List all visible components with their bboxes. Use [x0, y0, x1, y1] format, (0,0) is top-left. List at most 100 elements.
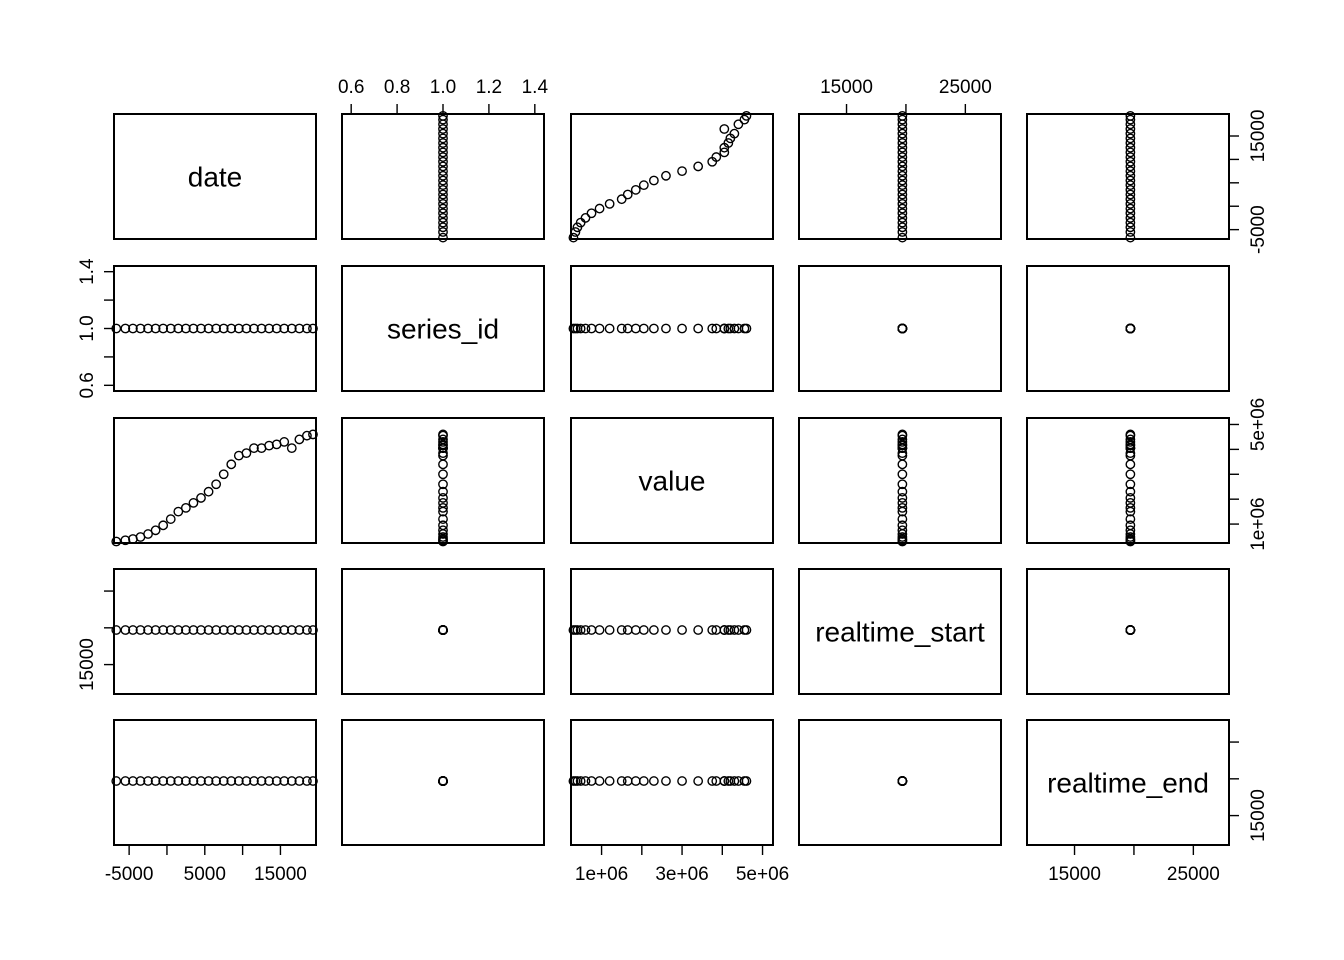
point-date-vs-realtime_start	[897, 138, 908, 148]
tick-label-top: 0.8	[384, 77, 410, 98]
point-value-vs-date	[241, 448, 252, 459]
point-realtime_start-vs-date	[128, 625, 138, 635]
point-value-vs-date	[308, 429, 318, 440]
point-date-vs-realtime_end	[1125, 110, 1136, 121]
point-realtime_end-vs-date	[226, 776, 237, 786]
point-realtime_end-vs-date	[279, 776, 290, 786]
point-value-vs-realtime_start	[897, 520, 908, 531]
point-realtime_end-vs-value	[575, 776, 586, 786]
point-date-vs-realtime_start	[897, 161, 908, 172]
point-realtime_end-vs-date	[120, 776, 131, 786]
point-realtime_end-vs-value	[648, 776, 659, 786]
point-series_id-vs-date	[226, 323, 237, 334]
tick-label-right: 15000	[1248, 789, 1269, 842]
point-date-vs-series_id	[438, 213, 448, 223]
point-series_id-vs-value	[604, 323, 615, 334]
point-series_id-vs-value	[661, 323, 671, 334]
point-series_id-vs-date	[271, 323, 282, 334]
point-realtime_start-vs-value	[741, 625, 752, 635]
point-value-vs-realtime_end	[1125, 498, 1136, 508]
point-realtime_end-vs-date	[158, 776, 169, 786]
point-realtime_end-vs-date	[196, 776, 206, 786]
point-series_id-vs-realtime_start	[897, 323, 908, 334]
point-date-vs-value	[729, 128, 740, 139]
point-series_id-vs-date	[211, 323, 222, 334]
panel-realtime_start-vs-date	[113, 568, 317, 695]
point-realtime_start-vs-date	[264, 625, 274, 635]
point-date-vs-realtime_end	[1125, 194, 1136, 205]
point-series_id-vs-value	[622, 323, 633, 334]
point-date-vs-value	[677, 166, 687, 177]
point-date-vs-realtime_start	[897, 170, 908, 181]
point-series_id-vs-value	[594, 323, 605, 334]
point-realtime_end-vs-date	[249, 776, 259, 786]
point-series_id-vs-value	[707, 323, 718, 334]
point-realtime_start-vs-date	[211, 625, 222, 635]
diagonal-label-value: value	[639, 466, 706, 497]
point-value-vs-realtime_end	[1125, 525, 1136, 536]
point-date-vs-realtime_end	[1125, 227, 1136, 237]
point-date-vs-value	[719, 124, 730, 134]
panel-realtime_start-vs-realtime_start	[798, 568, 1002, 695]
point-series_id-vs-value	[693, 323, 704, 334]
point-date-vs-value	[719, 147, 730, 158]
point-realtime_start-vs-date	[308, 625, 318, 635]
point-date-vs-realtime_start	[897, 189, 908, 200]
point-date-vs-realtime_start	[897, 114, 908, 125]
point-realtime_start-vs-value	[661, 625, 671, 635]
tick-label-bottom: 3e+06	[655, 864, 708, 885]
point-value-vs-realtime_end	[1125, 459, 1136, 470]
tick-label-right: 15000	[1248, 110, 1269, 163]
point-realtime_end-vs-date	[173, 776, 184, 786]
point-series_id-vs-date	[294, 323, 305, 334]
point-date-vs-realtime_start	[897, 208, 908, 219]
point-series_id-vs-date	[143, 323, 153, 334]
point-value-vs-date	[111, 536, 122, 547]
point-realtime_start-vs-date	[294, 625, 305, 635]
point-date-vs-realtime_start	[897, 198, 908, 209]
point-date-vs-series_id	[438, 175, 448, 186]
point-date-vs-realtime_start	[897, 124, 908, 134]
point-realtime_end-vs-value	[677, 776, 687, 786]
point-value-vs-date	[226, 459, 237, 470]
point-series_id-vs-value	[729, 323, 740, 334]
diagonal-label-date: date	[188, 162, 243, 193]
tick-label-left: 1.0	[77, 315, 98, 341]
point-value-vs-series_id	[438, 493, 448, 503]
point-realtime_end-vs-date	[135, 776, 146, 786]
point-value-vs-series_id	[438, 525, 448, 536]
point-value-vs-realtime_start	[897, 479, 908, 490]
point-value-vs-series_id	[438, 486, 448, 497]
panel-series_id-vs-series_id	[341, 265, 545, 392]
point-series_id-vs-date	[279, 323, 290, 334]
point-value-vs-series_id	[438, 520, 448, 531]
point-value-vs-date	[180, 502, 191, 513]
point-realtime_start-vs-value	[580, 625, 591, 635]
point-date-vs-series_id	[438, 203, 448, 214]
panel-realtime_start-vs-series_id	[341, 568, 545, 695]
point-realtime_end-vs-date	[143, 776, 153, 786]
point-series_id-vs-date	[256, 323, 267, 334]
point-date-vs-series_id	[438, 194, 448, 205]
point-date-vs-realtime_start	[897, 227, 908, 237]
point-value-vs-realtime_end	[1125, 532, 1136, 542]
point-series_id-vs-date	[286, 323, 297, 334]
point-realtime_start-vs-date	[241, 625, 252, 635]
point-date-vs-value	[630, 184, 641, 195]
point-realtime_end-vs-value	[586, 776, 597, 786]
panel-date-vs-realtime_start	[798, 113, 1002, 240]
point-series_id-vs-date	[180, 323, 191, 334]
point-realtime_start-vs-value	[630, 625, 641, 635]
point-date-vs-realtime_start	[897, 128, 908, 139]
point-realtime_start-vs-date	[279, 625, 290, 635]
point-date-vs-realtime_end	[1125, 152, 1136, 162]
point-date-vs-series_id	[438, 147, 448, 158]
point-value-vs-realtime_start	[897, 469, 908, 480]
point-realtime_start-vs-date	[188, 625, 199, 635]
point-realtime_end-vs-realtime_start	[897, 776, 908, 786]
point-date-vs-realtime_start	[897, 147, 908, 158]
point-date-vs-series_id	[438, 217, 448, 228]
point-date-vs-value	[693, 161, 704, 172]
point-value-vs-realtime_start	[897, 502, 908, 513]
point-realtime_start-vs-value	[707, 625, 718, 635]
